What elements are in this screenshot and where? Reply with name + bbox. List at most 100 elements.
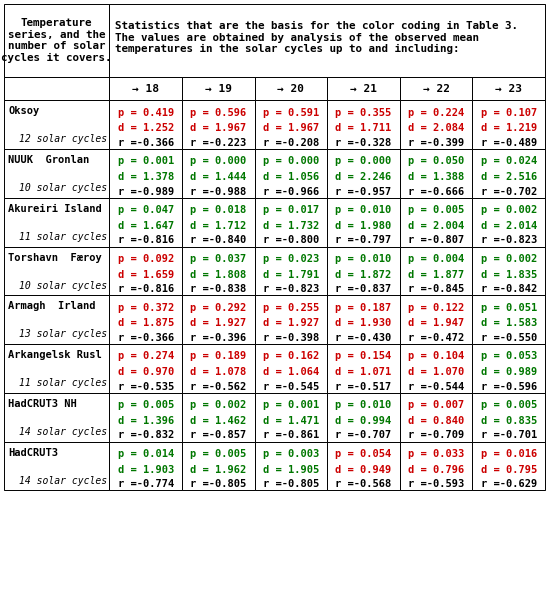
Bar	[400, 344, 473, 393]
Bar	[4, 4, 109, 77]
Text: d = 1.905: d = 1.905	[263, 465, 319, 475]
Text: d = 1.980: d = 1.980	[335, 221, 391, 231]
Text: d = 1.875: d = 1.875	[117, 318, 174, 329]
Text: p = 0.005: p = 0.005	[117, 400, 174, 410]
Text: → 23: → 23	[495, 83, 522, 94]
Bar	[473, 295, 545, 344]
Text: p = 0.010: p = 0.010	[335, 400, 391, 410]
Bar	[4, 344, 109, 393]
Text: p = 0.050: p = 0.050	[408, 156, 464, 166]
Text: p = 0.003: p = 0.003	[263, 449, 319, 459]
Text: p = 0.000: p = 0.000	[335, 156, 391, 166]
Text: d = 1.903: d = 1.903	[117, 465, 174, 475]
Text: r =-0.857: r =-0.857	[191, 430, 247, 440]
Text: d = 0.840: d = 0.840	[408, 416, 464, 426]
Text: d = 1.967: d = 1.967	[191, 123, 247, 133]
Text: r =-0.701: r =-0.701	[480, 430, 537, 440]
Text: 10 solar cycles: 10 solar cycles	[19, 183, 107, 193]
Bar	[327, 344, 400, 393]
Text: p = 0.037: p = 0.037	[191, 254, 247, 264]
Text: d = 1.388: d = 1.388	[408, 172, 464, 182]
Text: Arkangelsk Rusl: Arkangelsk Rusl	[8, 350, 102, 360]
Text: HadCRUT3: HadCRUT3	[8, 448, 58, 458]
Text: d = 1.877: d = 1.877	[408, 269, 464, 279]
Text: r =-0.838: r =-0.838	[191, 284, 247, 294]
Bar	[4, 295, 109, 344]
Text: 12 solar cycles: 12 solar cycles	[19, 134, 107, 144]
Text: r =-0.430: r =-0.430	[335, 333, 391, 343]
Text: d = 1.078: d = 1.078	[191, 367, 247, 377]
Text: p = 0.002: p = 0.002	[191, 400, 247, 410]
Bar	[4, 101, 109, 149]
Text: d = 2.516: d = 2.516	[480, 172, 537, 182]
Bar	[182, 295, 255, 344]
Bar	[400, 77, 473, 101]
Text: d = 2.084: d = 2.084	[408, 123, 464, 133]
Text: r =-0.807: r =-0.807	[408, 236, 464, 246]
Bar	[473, 198, 545, 247]
Bar	[255, 442, 327, 490]
Text: p = 0.001: p = 0.001	[263, 400, 319, 410]
Bar	[4, 198, 109, 247]
Text: d = 0.994: d = 0.994	[335, 416, 391, 426]
Bar	[182, 442, 255, 490]
Text: d = 1.064: d = 1.064	[263, 367, 319, 377]
Text: r =-0.517: r =-0.517	[335, 382, 391, 392]
Text: p = 0.224: p = 0.224	[408, 108, 464, 118]
Bar	[327, 101, 400, 149]
Bar	[182, 344, 255, 393]
Text: 14 solar cycles: 14 solar cycles	[19, 427, 107, 437]
Text: p = 0.002: p = 0.002	[480, 254, 537, 264]
Text: r =-0.966: r =-0.966	[263, 186, 319, 197]
Text: p = 0.001: p = 0.001	[117, 156, 174, 166]
Text: d = 1.930: d = 1.930	[335, 318, 391, 329]
Bar	[182, 198, 255, 247]
Text: r =-0.800: r =-0.800	[263, 236, 319, 246]
Text: r =-0.832: r =-0.832	[117, 430, 174, 440]
Bar	[327, 393, 400, 442]
Text: r =-0.861: r =-0.861	[263, 430, 319, 440]
Text: d = 1.927: d = 1.927	[191, 318, 247, 329]
Bar	[473, 344, 545, 393]
Text: r =-0.399: r =-0.399	[408, 138, 464, 148]
Text: d = 1.791: d = 1.791	[263, 269, 319, 279]
Text: Statistics that are the basis for the color coding in Table 3.
The values are ob: Statistics that are the basis for the co…	[115, 21, 518, 54]
Text: d = 1.444: d = 1.444	[191, 172, 247, 182]
Text: r =-0.398: r =-0.398	[263, 333, 319, 343]
Bar	[255, 149, 327, 198]
Text: r =-0.797: r =-0.797	[335, 236, 391, 246]
Text: r =-0.816: r =-0.816	[117, 236, 174, 246]
Bar	[400, 295, 473, 344]
Text: d = 1.462: d = 1.462	[191, 416, 247, 426]
Text: d = 1.872: d = 1.872	[335, 269, 391, 279]
Text: p = 0.002: p = 0.002	[480, 205, 537, 215]
Text: p = 0.017: p = 0.017	[263, 205, 319, 215]
Text: r =-0.709: r =-0.709	[408, 430, 464, 440]
Text: r =-0.816: r =-0.816	[117, 284, 174, 294]
Text: 10 solar cycles: 10 solar cycles	[19, 281, 107, 291]
Text: d = 1.732: d = 1.732	[263, 221, 319, 231]
Text: → 20: → 20	[277, 83, 305, 94]
Text: d = 1.835: d = 1.835	[480, 269, 537, 279]
Text: p = 0.018: p = 0.018	[191, 205, 247, 215]
Text: r =-0.396: r =-0.396	[191, 333, 247, 343]
Bar	[109, 101, 182, 149]
Text: p = 0.005: p = 0.005	[480, 400, 537, 410]
Bar	[400, 149, 473, 198]
Bar	[109, 77, 182, 101]
Text: p = 0.051: p = 0.051	[480, 303, 537, 313]
Text: r =-0.489: r =-0.489	[480, 138, 537, 148]
Text: r =-0.845: r =-0.845	[408, 284, 464, 294]
Bar	[182, 393, 255, 442]
Text: r =-0.823: r =-0.823	[480, 236, 537, 246]
Text: d = 1.396: d = 1.396	[117, 416, 174, 426]
Text: r =-0.774: r =-0.774	[117, 480, 174, 489]
Bar	[327, 198, 400, 247]
Text: p = 0.596: p = 0.596	[191, 108, 247, 118]
Bar	[327, 77, 400, 101]
Text: d = 1.056: d = 1.056	[263, 172, 319, 182]
Text: 14 solar cycles: 14 solar cycles	[19, 475, 107, 485]
Text: d = 0.835: d = 0.835	[480, 416, 537, 426]
Text: r =-0.535: r =-0.535	[117, 382, 174, 392]
Text: r =-0.366: r =-0.366	[117, 138, 174, 148]
